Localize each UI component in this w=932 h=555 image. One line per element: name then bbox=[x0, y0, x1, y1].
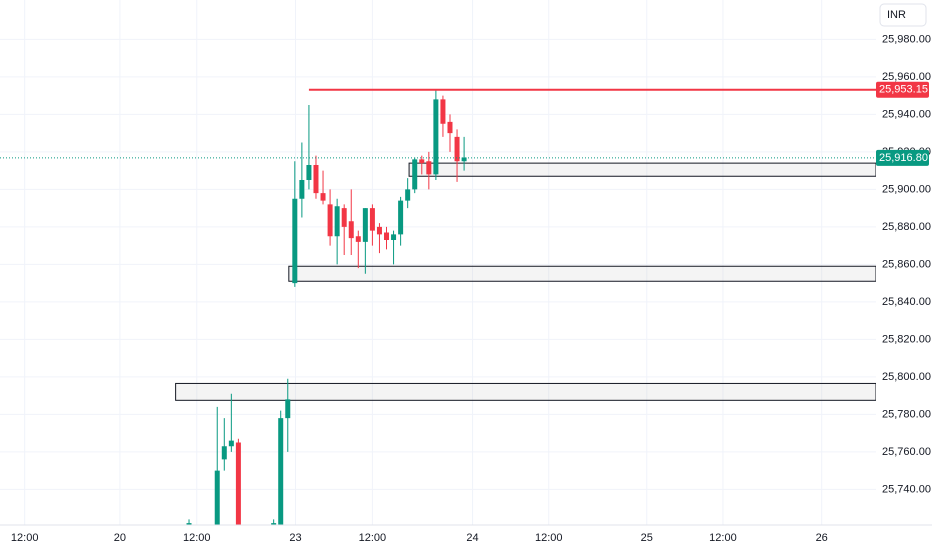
currency-button[interactable] bbox=[879, 3, 927, 27]
candle-body bbox=[384, 232, 390, 240]
candle-body bbox=[313, 165, 319, 194]
price-label: 25,916.80 bbox=[879, 152, 928, 164]
candle-body bbox=[369, 208, 375, 231]
y-tick-label: 25,760.00 bbox=[882, 446, 931, 458]
y-tick-label: 25,860.00 bbox=[882, 258, 931, 270]
candle-body bbox=[461, 157, 467, 162]
zone bbox=[408, 162, 876, 177]
candle-body bbox=[299, 180, 305, 199]
candle-body bbox=[405, 189, 411, 201]
candle-body bbox=[228, 440, 234, 447]
x-tick-label: 24 bbox=[466, 532, 478, 544]
x-tick-label: 23 bbox=[289, 532, 301, 544]
y-tick-label: 25,960.00 bbox=[882, 71, 931, 83]
x-tick-label: 25 bbox=[641, 532, 653, 544]
x-tick-label: 12:00 bbox=[709, 532, 737, 544]
candle-body bbox=[391, 234, 397, 240]
candle-body bbox=[306, 165, 312, 180]
candle-body bbox=[221, 446, 227, 460]
y-tick-label: 25,980.00 bbox=[882, 33, 931, 45]
y-tick-label: 25,840.00 bbox=[882, 296, 931, 308]
price-label: 25,953.15 bbox=[879, 84, 928, 96]
candle-body bbox=[186, 523, 192, 525]
zone bbox=[288, 265, 876, 282]
price-label-box bbox=[876, 149, 929, 166]
candle-body bbox=[447, 121, 453, 134]
x-tick-label: 20 bbox=[114, 532, 126, 544]
zone bbox=[175, 382, 876, 401]
candle-body bbox=[348, 221, 354, 239]
x-tick-label: 12:00 bbox=[183, 532, 211, 544]
candle-body bbox=[320, 193, 326, 201]
candle-body bbox=[271, 523, 277, 525]
y-tick-label: 25,800.00 bbox=[882, 371, 931, 383]
candle-body bbox=[433, 99, 439, 175]
y-tick-label: 25,780.00 bbox=[882, 408, 931, 420]
y-tick-label: 25,900.00 bbox=[882, 183, 931, 195]
plot-area bbox=[0, 88, 876, 525]
x-tick-label: 26 bbox=[816, 532, 828, 544]
candle-body bbox=[362, 208, 368, 242]
x-tick-label: 12:00 bbox=[11, 532, 39, 544]
grid bbox=[0, 0, 876, 525]
axes: 25,740.00 25,760.00 25,780.00 25,800.00 25,8… bbox=[11, 33, 931, 544]
candle-body bbox=[454, 136, 460, 162]
candle-body bbox=[419, 159, 425, 164]
candle-body bbox=[214, 470, 220, 525]
candle-body bbox=[334, 206, 340, 237]
candle-body bbox=[292, 198, 298, 284]
candle-body bbox=[278, 418, 284, 525]
candle-body bbox=[440, 99, 446, 124]
candle-body bbox=[285, 399, 291, 419]
candle-body bbox=[327, 204, 333, 237]
candle-body bbox=[235, 442, 241, 525]
candle-body bbox=[398, 200, 404, 235]
x-tick-label: 12:00 bbox=[535, 532, 563, 544]
y-tick-label: 25,820.00 bbox=[882, 333, 931, 345]
candle-body bbox=[376, 226, 382, 235]
x-tick-label: 12:00 bbox=[359, 532, 387, 544]
y-tick-label: 25,880.00 bbox=[882, 221, 931, 233]
candle-body bbox=[426, 161, 432, 175]
candle-body bbox=[341, 208, 347, 227]
currency-label[interactable]: INR bbox=[887, 9, 906, 21]
y-tick-label: 25,940.00 bbox=[882, 108, 931, 120]
candle-body bbox=[412, 159, 418, 190]
price-label-box bbox=[876, 81, 929, 98]
candle-body bbox=[355, 236, 361, 242]
y-tick-label: 25,740.00 bbox=[882, 483, 931, 495]
